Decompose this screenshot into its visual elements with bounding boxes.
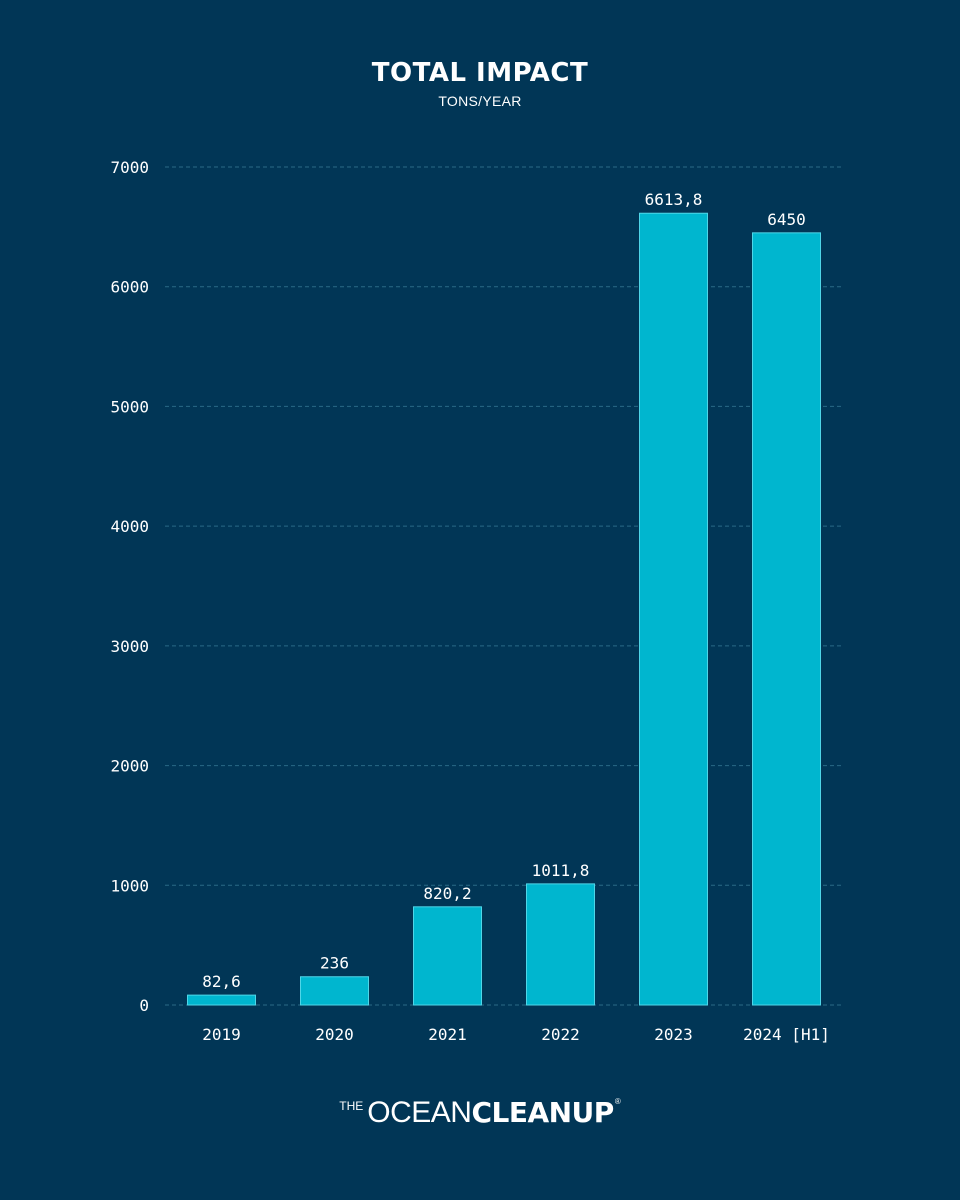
x-tick-label: 2023: [654, 1025, 693, 1044]
bar: [526, 883, 595, 1006]
data-label: 6450: [767, 210, 806, 229]
x-axis-ticks: 2019 2020 2021 2022 2023 2024 [H1]: [202, 1025, 830, 1044]
data-label: 236: [320, 954, 349, 973]
data-label: 820,2: [423, 884, 471, 903]
x-tick-label: 2024 [H1]: [743, 1025, 830, 1044]
logo-the: THE: [339, 1099, 364, 1113]
data-label: 6613,8: [645, 190, 703, 209]
bar: [752, 232, 821, 1006]
y-tick-label: 1000: [110, 876, 149, 895]
x-tick-label: 2020: [315, 1025, 354, 1044]
y-tick-label: 0: [139, 996, 149, 1015]
y-tick-label: 7000: [110, 158, 149, 177]
logo-cleanup: CLEANUP: [471, 1096, 614, 1129]
y-tick-label: 5000: [110, 397, 149, 416]
chart-subtitle: TONS/YEAR: [438, 93, 522, 109]
bar: [639, 212, 708, 1006]
x-tick-label: 2021: [428, 1025, 467, 1044]
logo-ocean: OCEAN: [367, 1096, 472, 1129]
y-tick-label: 2000: [110, 757, 149, 776]
y-tick-label: 6000: [110, 278, 149, 297]
x-tick-label: 2019: [202, 1025, 241, 1044]
grid-lines: [165, 166, 843, 1006]
data-label: 82,6: [202, 972, 241, 991]
logo-registered-mark: ®: [614, 1097, 621, 1106]
y-tick-label: 3000: [110, 637, 149, 656]
bar: [300, 976, 369, 1006]
chart-title: TOTAL IMPACT: [371, 58, 589, 88]
x-tick-label: 2022: [541, 1025, 580, 1044]
ocean-cleanup-logo: THE OCEANCLEANUP®: [0, 1096, 960, 1130]
bar: [413, 906, 482, 1006]
y-tick-label: 4000: [110, 517, 149, 536]
bar: [187, 994, 256, 1006]
y-axis-ticks: 0 1000 2000 3000 4000 5000 6000 7000: [110, 158, 149, 1015]
bars: [187, 212, 821, 1006]
data-label: 1011,8: [532, 861, 590, 880]
value-labels: 82,6 236 820,2 1011,8 6613,8 6450: [202, 190, 806, 991]
